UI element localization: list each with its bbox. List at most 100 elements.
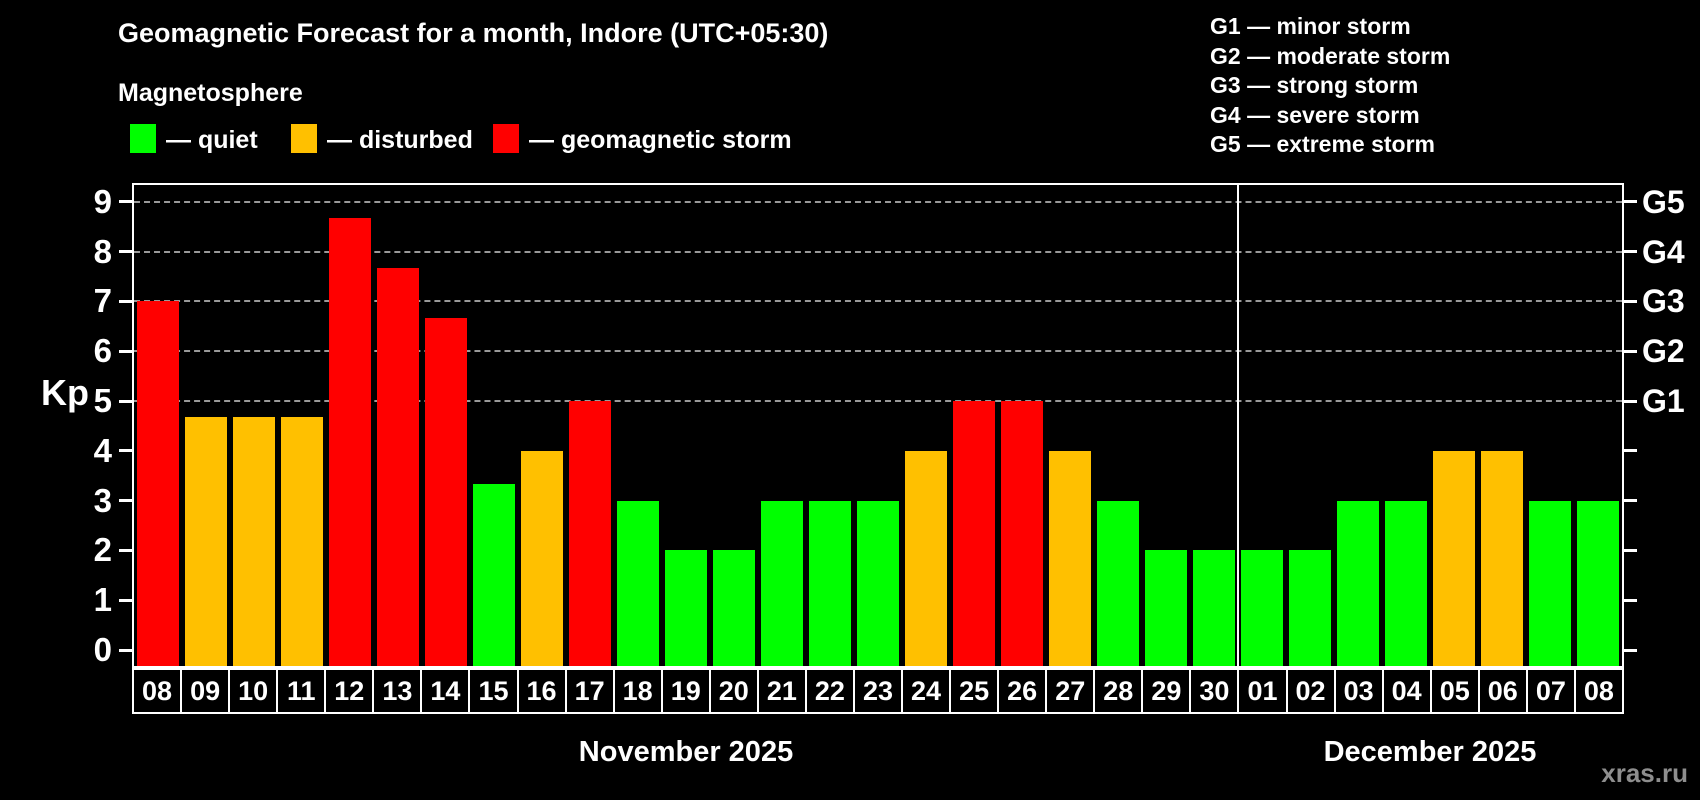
- y-tick-right-7: [1624, 299, 1637, 303]
- g-legend-line-3: G3 — strong storm: [1210, 72, 1419, 98]
- kp-bar-november-16: [521, 450, 563, 666]
- kp-bar-november-21: [761, 500, 803, 666]
- kp-bar-november-22: [809, 500, 851, 666]
- kp-bar-november-24: [905, 450, 947, 666]
- kp-bar-november-30: [1193, 550, 1235, 666]
- gridline-g1: [134, 400, 1622, 402]
- y-tick-right-9: [1624, 200, 1637, 204]
- g-axis-label-g4: G4: [1642, 233, 1685, 270]
- kp-bar-november-08: [137, 301, 179, 666]
- kp-bar-december-05: [1433, 450, 1475, 666]
- date-cell-december-04: 04: [1381, 668, 1432, 714]
- gridline-g5: [134, 200, 1622, 203]
- y-tick-label-3: 3: [93, 481, 112, 519]
- y-tick-label-7: 7: [93, 282, 112, 320]
- y-tick-right-2: [1624, 548, 1637, 552]
- g-legend-line-4: G4 — severe storm: [1210, 101, 1420, 128]
- y-axis-label: Kp: [41, 372, 89, 413]
- y-tick-left-2: [119, 548, 132, 552]
- storm-legend-label: — geomagnetic storm: [529, 126, 792, 154]
- x-axis-date-row: 08 09 10 11 12 13 14 15 16 17 18 19 20 21 22 23 24 25 26 27…: [132, 668, 1624, 714]
- month-separator-line: [1237, 185, 1239, 666]
- kp-bar-december-07: [1529, 500, 1571, 666]
- y-tick-left-7: [119, 299, 132, 303]
- date-cell-november-22: 22: [804, 668, 855, 714]
- kp-bar-november-23: [857, 500, 899, 666]
- date-cell-november-12: 12: [324, 668, 375, 714]
- date-cell-november-13: 13: [372, 668, 423, 714]
- y-tick-label-2: 2: [93, 531, 112, 569]
- y-tick-label-1: 1: [93, 581, 112, 619]
- kp-bar-november-13: [377, 268, 419, 666]
- date-cell-november-20: 20: [708, 668, 759, 714]
- date-cell-december-03: 03: [1333, 668, 1384, 714]
- date-cell-november-30: 30: [1189, 668, 1240, 714]
- date-cell-november-14: 14: [420, 668, 471, 714]
- date-cell-november-27: 27: [1045, 668, 1096, 714]
- y-tick-left-3: [119, 499, 132, 503]
- date-cell-november-21: 21: [756, 668, 807, 714]
- kp-bar-november-17: [569, 401, 611, 666]
- storm-legend-swatch: [493, 124, 519, 153]
- kp-bar-november-28: [1097, 500, 1139, 666]
- date-cell-november-25: 25: [949, 668, 1000, 714]
- y-tick-left-1: [119, 598, 132, 602]
- month-label-december: December 2025: [1323, 736, 1537, 768]
- g-axis-label-g5: G5: [1642, 183, 1685, 220]
- date-cell-november-15: 15: [468, 668, 519, 714]
- y-tick-right-6: [1624, 349, 1637, 353]
- g-axis-label-g2: G2: [1642, 333, 1685, 370]
- disturbed-legend-label: — disturbed: [327, 126, 473, 154]
- watermark: xras.ru: [1601, 758, 1688, 788]
- kp-bar-november-09: [185, 417, 227, 666]
- date-cell-november-16: 16: [516, 668, 567, 714]
- date-cell-november-19: 19: [660, 668, 711, 714]
- kp-bar-november-12: [329, 218, 371, 666]
- kp-bar-december-03: [1337, 500, 1379, 666]
- g-legend-line-1: G1 — minor storm: [1210, 13, 1411, 39]
- y-tick-right-3: [1624, 499, 1637, 503]
- date-cell-november-23: 23: [852, 668, 903, 714]
- y-tick-right-8: [1624, 250, 1637, 254]
- chart-subtitle: Magnetosphere: [118, 79, 303, 107]
- g-legend-line-5: G5 — extreme storm: [1210, 131, 1435, 157]
- date-cell-november-08: 08: [132, 668, 183, 714]
- date-cell-november-11: 11: [276, 668, 327, 714]
- date-cell-december-06: 06: [1477, 668, 1528, 714]
- quiet-legend-swatch: [130, 124, 156, 153]
- y-tick-left-8: [119, 250, 132, 254]
- gridline-g2: [134, 350, 1622, 353]
- date-cell-november-18: 18: [612, 668, 663, 714]
- date-cell-november-29: 29: [1141, 668, 1192, 714]
- y-tick-label-4: 4: [93, 431, 112, 469]
- kp-bar-december-01: [1241, 550, 1283, 666]
- date-cell-december-07: 07: [1525, 668, 1576, 714]
- kp-bar-november-27: [1049, 450, 1091, 666]
- y-tick-right-5: [1624, 399, 1637, 403]
- g-axis-label-g3: G3: [1642, 283, 1685, 320]
- date-cell-november-24: 24: [901, 668, 952, 714]
- kp-bar-december-06: [1481, 450, 1523, 666]
- date-cell-december-08: 08: [1573, 668, 1624, 714]
- y-tick-left-9: [119, 200, 132, 204]
- date-cell-november-10: 10: [228, 668, 279, 714]
- date-cell-november-28: 28: [1093, 668, 1144, 714]
- disturbed-legend-swatch: [291, 124, 317, 153]
- plot-inner: [134, 185, 1622, 666]
- gridline-g3: [134, 300, 1622, 303]
- kp-bar-december-08: [1577, 500, 1619, 666]
- date-cell-november-26: 26: [997, 668, 1048, 714]
- quiet-legend-label: — quiet: [166, 126, 258, 154]
- kp-bar-december-04: [1385, 500, 1427, 666]
- y-tick-label-6: 6: [93, 332, 112, 370]
- y-tick-left-5: [119, 399, 132, 403]
- y-tick-right-1: [1624, 598, 1637, 602]
- date-cell-december-01: 01: [1237, 668, 1288, 714]
- date-cell-november-09: 09: [180, 668, 231, 714]
- kp-bar-november-29: [1145, 550, 1187, 666]
- y-tick-left-4: [119, 449, 132, 453]
- g-scale-legend: G1 — minor storm G2 — moderate storm G3 — …: [1210, 12, 1450, 160]
- chart-title: Geomagnetic Forecast for a month, Indore…: [118, 18, 829, 48]
- y-tick-label-8: 8: [93, 232, 112, 270]
